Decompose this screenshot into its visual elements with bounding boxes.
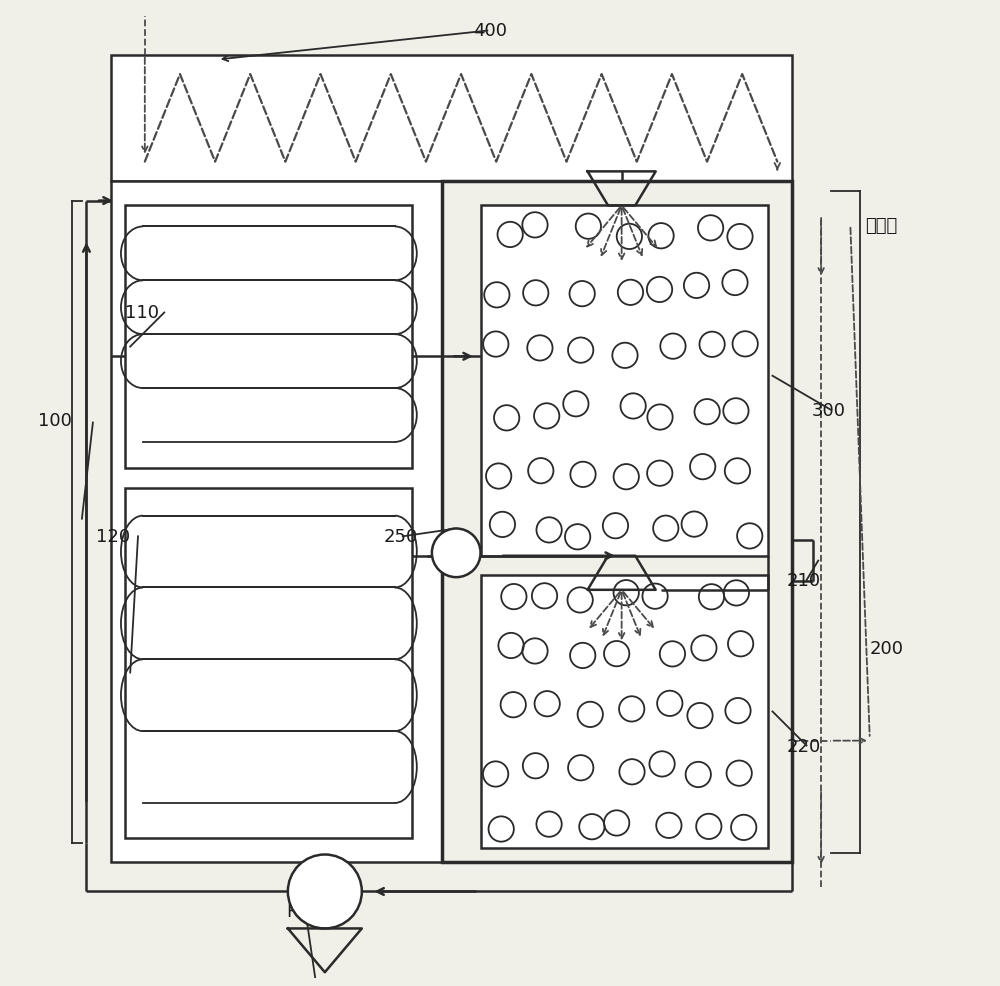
Text: 200: 200 xyxy=(870,640,904,658)
Text: 300: 300 xyxy=(811,401,845,419)
Text: 120: 120 xyxy=(96,528,130,545)
Bar xyxy=(111,55,792,182)
Text: 汽轮机: 汽轮机 xyxy=(865,217,897,235)
Text: 100: 100 xyxy=(38,411,72,429)
Text: P: P xyxy=(286,902,297,920)
Bar xyxy=(125,206,412,468)
Bar xyxy=(481,206,768,556)
Text: 220: 220 xyxy=(787,737,821,754)
Circle shape xyxy=(432,528,481,578)
Circle shape xyxy=(288,855,362,929)
Bar xyxy=(442,182,792,863)
Text: 400: 400 xyxy=(473,23,507,40)
Text: 110: 110 xyxy=(125,304,159,322)
Text: 210: 210 xyxy=(787,572,821,590)
Bar xyxy=(125,488,412,838)
Text: 250: 250 xyxy=(383,528,417,545)
Bar xyxy=(481,576,768,848)
Bar xyxy=(111,182,442,863)
